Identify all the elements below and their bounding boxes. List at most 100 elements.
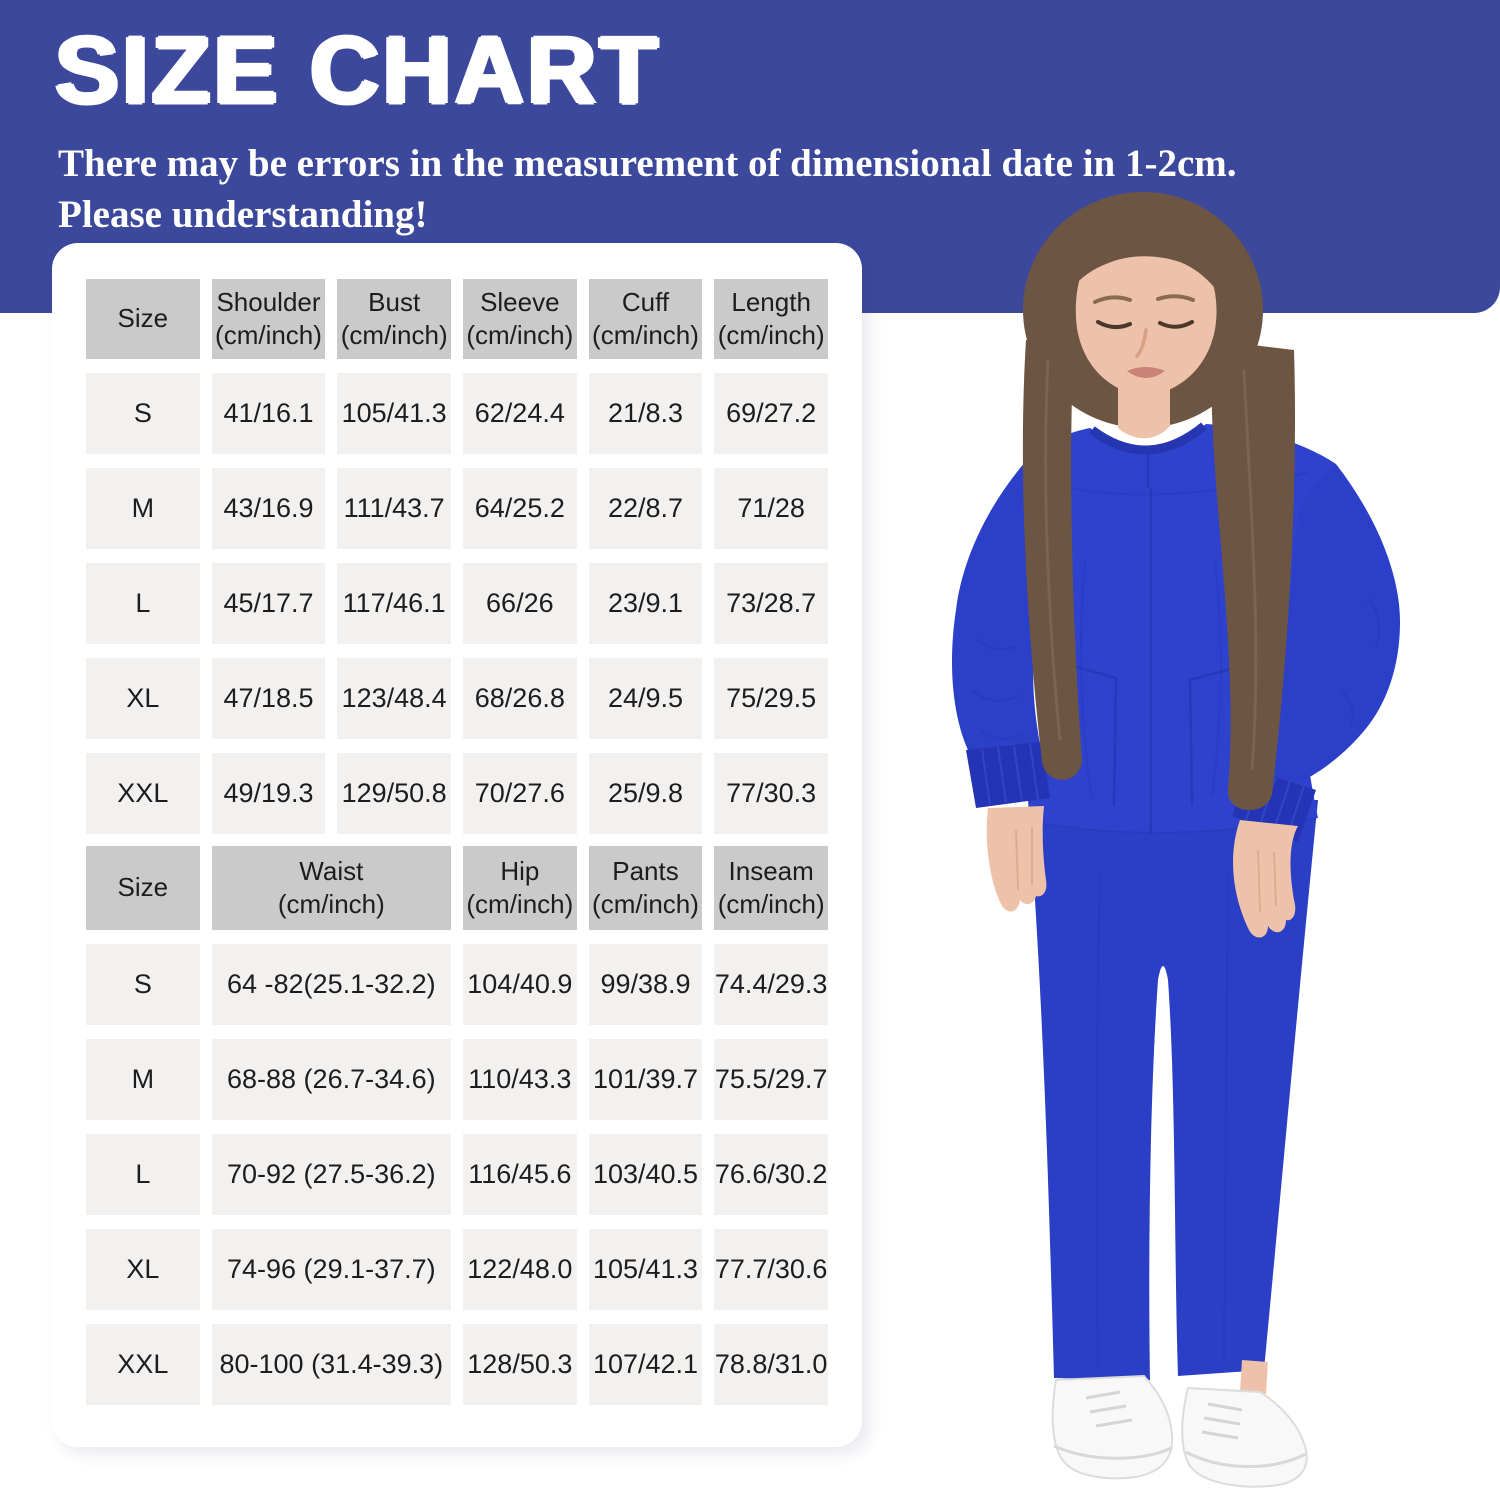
value-cell: 41/16.1	[211, 373, 326, 454]
value-cell: 74-96 (29.1-37.7)	[211, 1229, 451, 1310]
header-note-line2: Please understanding!	[58, 193, 428, 237]
value-cell: 122/48.0	[463, 1229, 577, 1310]
value-cell: 104/40.9	[463, 944, 577, 1025]
column-header-label: Sleeve	[480, 286, 560, 317]
column-header-label: Pants	[612, 855, 679, 886]
column-header-sleeve: Sleeve (cm/inch)	[462, 279, 577, 359]
column-header-inseam: Inseam (cm/inch)	[714, 846, 828, 930]
column-header-unit: (cm/inch)	[717, 320, 825, 350]
column-header-pants: Pants (cm/inch)	[588, 846, 703, 930]
column-header-unit: (cm/inch)	[215, 320, 322, 350]
model-hair-front	[1022, 340, 1296, 811]
value-cell: 80-100 (31.4-39.3)	[211, 1324, 451, 1405]
value-cell: 107/42.1	[588, 1324, 703, 1405]
size-cell: L	[86, 1134, 200, 1215]
value-cell: 73/28.7	[714, 563, 828, 644]
value-cell: 64/25.2	[462, 468, 577, 549]
value-cell: 24/9.5	[588, 658, 703, 739]
value-cell: 70/27.6	[462, 753, 577, 834]
model-face	[1075, 228, 1217, 439]
value-cell: 76.6/30.2	[714, 1134, 828, 1215]
value-cell: 128/50.3	[463, 1324, 577, 1405]
value-cell: 21/8.3	[588, 373, 703, 454]
size-cell: XL	[86, 1229, 200, 1310]
column-header-label: Inseam	[728, 855, 814, 886]
value-cell: 45/17.7	[211, 563, 326, 644]
value-cell: 66/26	[462, 563, 577, 644]
header-note-line1: There may be errors in the measurement o…	[58, 142, 1237, 185]
column-header-cuff: Cuff (cm/inch)	[588, 279, 703, 359]
value-cell: 78.8/31.0	[714, 1324, 828, 1405]
column-header-unit: (cm/inch)	[717, 889, 825, 919]
model-shoes	[1051, 1360, 1308, 1488]
top-size-table: Size Shoulder (cm/inch) Bust (cm/inch) S…	[86, 279, 828, 834]
value-cell: 47/18.5	[211, 658, 326, 739]
column-header-length: Length (cm/inch)	[714, 279, 828, 359]
value-cell: 129/50.8	[337, 753, 451, 834]
value-cell: 64 -82(25.1-32.2)	[211, 944, 451, 1025]
value-cell: 111/43.7	[337, 468, 451, 549]
model-photo	[952, 192, 1400, 1488]
bottom-size-table: Size Waist (cm/inch) Hip (cm/inch) Pants…	[86, 846, 828, 1405]
value-cell: 99/38.9	[588, 944, 703, 1025]
value-cell: 77.7/30.6	[714, 1229, 828, 1310]
model-hands	[986, 806, 1298, 938]
model-pants	[1028, 800, 1318, 1380]
value-cell: 101/39.7	[588, 1039, 703, 1120]
value-cell: 117/46.1	[337, 563, 451, 644]
value-cell: 69/27.2	[714, 373, 828, 454]
column-header-size: Size	[86, 846, 200, 930]
column-header-label: Bust	[368, 286, 421, 317]
size-cell: S	[86, 944, 200, 1025]
size-cell: XXL	[86, 1324, 200, 1405]
column-header-unit: (cm/inch)	[466, 889, 574, 919]
column-header-label: Waist	[299, 855, 364, 886]
value-cell: 123/48.4	[337, 658, 451, 739]
column-header-unit: (cm/inch)	[340, 320, 448, 350]
size-cell: S	[86, 373, 200, 454]
value-cell: 116/45.6	[463, 1134, 577, 1215]
page-title: SIZE CHART	[55, 17, 661, 124]
value-cell: 68/26.8	[462, 658, 577, 739]
column-header-label: Cuff	[621, 286, 670, 317]
value-cell: 23/9.1	[588, 563, 703, 644]
size-cell: XXL	[86, 753, 200, 834]
value-cell: 105/41.3	[588, 1229, 703, 1310]
size-cell: M	[86, 468, 200, 549]
value-cell: 71/28	[714, 468, 828, 549]
size-cell: M	[86, 1039, 200, 1120]
value-cell: 105/41.3	[337, 373, 451, 454]
value-cell: 74.4/29.3	[714, 944, 828, 1025]
value-cell: 43/16.9	[211, 468, 326, 549]
column-header-hip: Hip (cm/inch)	[463, 846, 577, 930]
size-chart-card: Size Shoulder (cm/inch) Bust (cm/inch) S…	[52, 243, 862, 1447]
column-header-label: Size	[117, 303, 169, 334]
value-cell: 25/9.8	[588, 753, 703, 834]
size-cell: XL	[86, 658, 200, 739]
column-header-label: Length	[731, 286, 811, 317]
column-header-unit: (cm/inch)	[277, 889, 385, 919]
column-header-label: Size	[117, 872, 169, 903]
value-cell: 68-88 (26.7-34.6)	[211, 1039, 451, 1120]
value-cell: 62/24.4	[462, 373, 577, 454]
value-cell: 110/43.3	[463, 1039, 577, 1120]
header-note: There may be errors in the measurement o…	[58, 138, 1358, 241]
column-header-waist: Waist (cm/inch)	[211, 846, 451, 930]
size-cell: L	[86, 563, 200, 644]
value-cell: 75.5/29.7	[714, 1039, 828, 1120]
column-header-shoulder: Shoulder (cm/inch)	[211, 279, 326, 359]
value-cell: 103/40.5	[588, 1134, 703, 1215]
value-cell: 70-92 (27.5-36.2)	[211, 1134, 451, 1215]
value-cell: 49/19.3	[211, 753, 326, 834]
value-cell: 77/30.3	[714, 753, 828, 834]
column-header-unit: (cm/inch)	[466, 320, 574, 350]
column-header-label: Hip	[500, 855, 540, 886]
column-header-label: Shoulder	[216, 286, 321, 317]
column-header-size: Size	[86, 279, 200, 359]
value-cell: 75/29.5	[714, 658, 828, 739]
value-cell: 22/8.7	[588, 468, 703, 549]
model-hair-crown	[1047, 208, 1241, 338]
column-header-bust: Bust (cm/inch)	[337, 279, 451, 359]
column-header-unit: (cm/inch)	[592, 320, 699, 350]
